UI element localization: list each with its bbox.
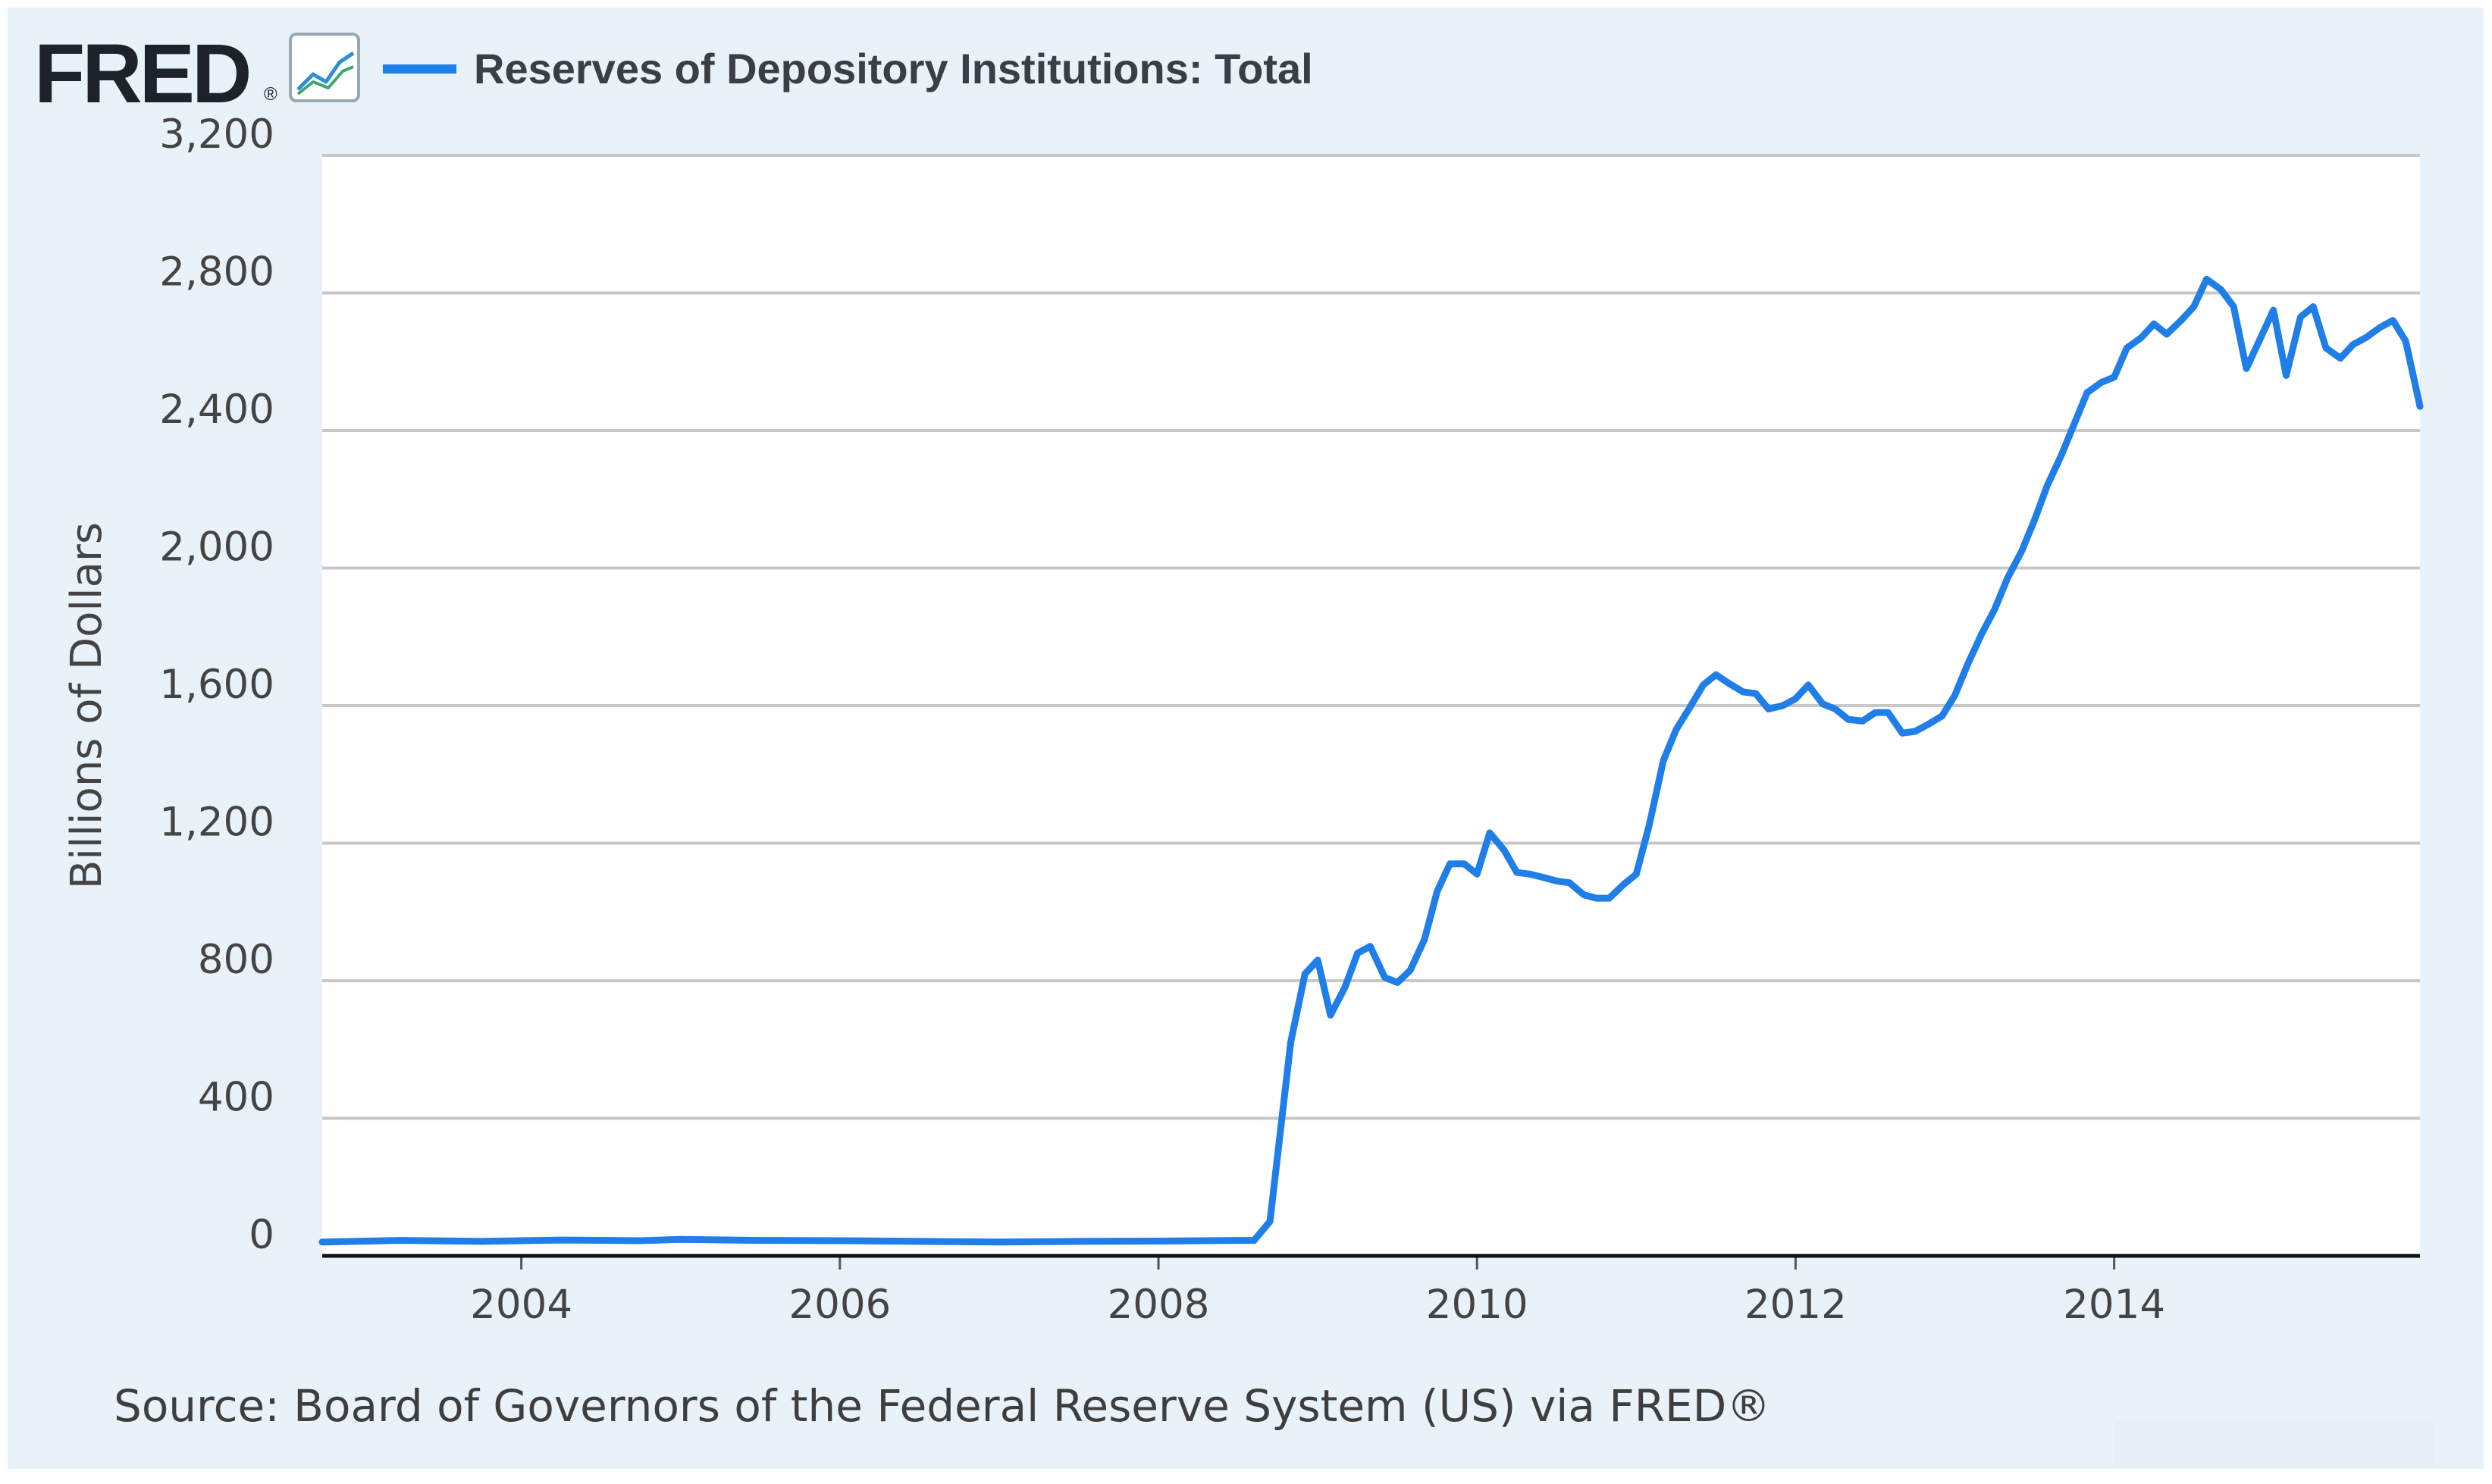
legend[interactable]: Reserves of Depository Institutions: Tot… [383, 45, 1313, 92]
x-tick-label: 2014 [2063, 1282, 2165, 1328]
x-tick-label: 2012 [1744, 1282, 1847, 1328]
fred-logo-text: FRED [34, 27, 249, 121]
y-tick-label: 2,800 [159, 249, 274, 296]
y-tick-label: 2,400 [159, 387, 274, 433]
legend-label: Reserves of Depository Institutions: Tot… [474, 45, 1313, 92]
line-chart-icon[interactable] [289, 33, 360, 102]
fred-logo[interactable]: FRED ® [34, 27, 277, 121]
y-tick-label: 2,000 [159, 524, 274, 571]
grid-lines [322, 154, 2420, 1120]
source-note: Source: Board of Governors of the Federa… [114, 1380, 1770, 1432]
x-tick-label: 2004 [470, 1282, 572, 1328]
x-tick-label: 2010 [1426, 1282, 1528, 1328]
y-axis-title: Billions of Dollars [62, 522, 111, 889]
y-tick-label: 1,200 [159, 800, 274, 846]
series-line-reserves[interactable] [318, 275, 2424, 1246]
x-tick-label: 2008 [1108, 1282, 1210, 1328]
y-tick-label: 0 [249, 1212, 274, 1258]
x-axis-ticks: 2004 2006 2008 2010 2012 2014 [470, 1256, 2165, 1328]
y-tick-label: 3,200 [159, 111, 274, 158]
y-tick-label: 1,600 [159, 662, 274, 708]
x-tick-label: 2006 [788, 1282, 891, 1328]
y-tick-label: 400 [198, 1075, 274, 1121]
y-axis-ticks: 0 400 800 1,200 1,600 2,000 2,400 2,800 3,200 [159, 111, 274, 1258]
registered-mark: ® [264, 84, 277, 105]
series-layer [318, 275, 2424, 1246]
y-tick-label: 800 [198, 937, 274, 983]
footer-panel [2115, 1421, 2434, 1467]
